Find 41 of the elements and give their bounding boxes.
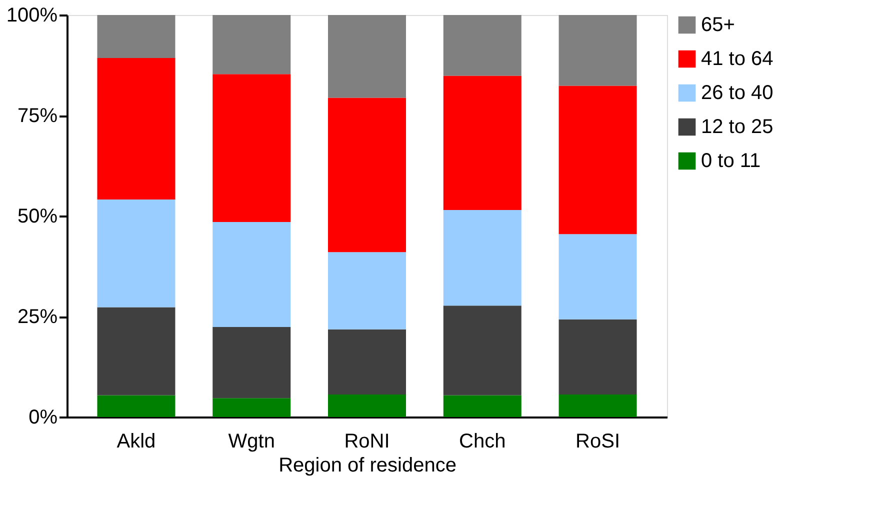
bar [558, 15, 637, 86]
x-tick-label: Chch [459, 430, 506, 452]
bar [443, 76, 522, 210]
bar [212, 15, 291, 74]
x-tick-label: RoSI [576, 430, 620, 452]
bar [328, 98, 406, 252]
bar [97, 200, 176, 308]
bar [328, 394, 406, 417]
bar [443, 395, 522, 417]
bar [212, 74, 291, 222]
x-tick-label: RoNI [344, 430, 390, 452]
bar [558, 394, 637, 417]
legend-label: 41 to 64 [701, 48, 774, 70]
x-tick-label: Wgtn [228, 430, 275, 452]
bar [97, 395, 176, 417]
bar [558, 234, 637, 320]
bar [443, 15, 522, 76]
bar [328, 329, 406, 394]
x-tick-label: Akld [116, 430, 156, 452]
y-tick-label: 50% [17, 206, 58, 228]
legend-label: 65+ [701, 14, 735, 36]
bar [328, 15, 406, 98]
bar [443, 210, 522, 306]
y-tick-label: 100% [6, 4, 58, 26]
legend-label: 0 to 11 [701, 150, 761, 172]
legend-label: 12 to 25 [701, 116, 774, 138]
bar [558, 319, 637, 394]
legend-label: 26 to 40 [701, 82, 774, 104]
bar [328, 252, 406, 330]
bar [558, 86, 637, 234]
y-tick-label: 0% [28, 406, 58, 428]
bar [212, 398, 291, 417]
bar [97, 58, 176, 200]
bar [97, 15, 176, 58]
bar [212, 326, 291, 398]
y-tick-label: 75% [17, 105, 58, 127]
bar [212, 222, 291, 327]
bar [97, 307, 176, 396]
y-tick-label: 25% [17, 306, 58, 328]
bar [443, 306, 522, 396]
x-axis-title: Region of residence [278, 454, 456, 476]
